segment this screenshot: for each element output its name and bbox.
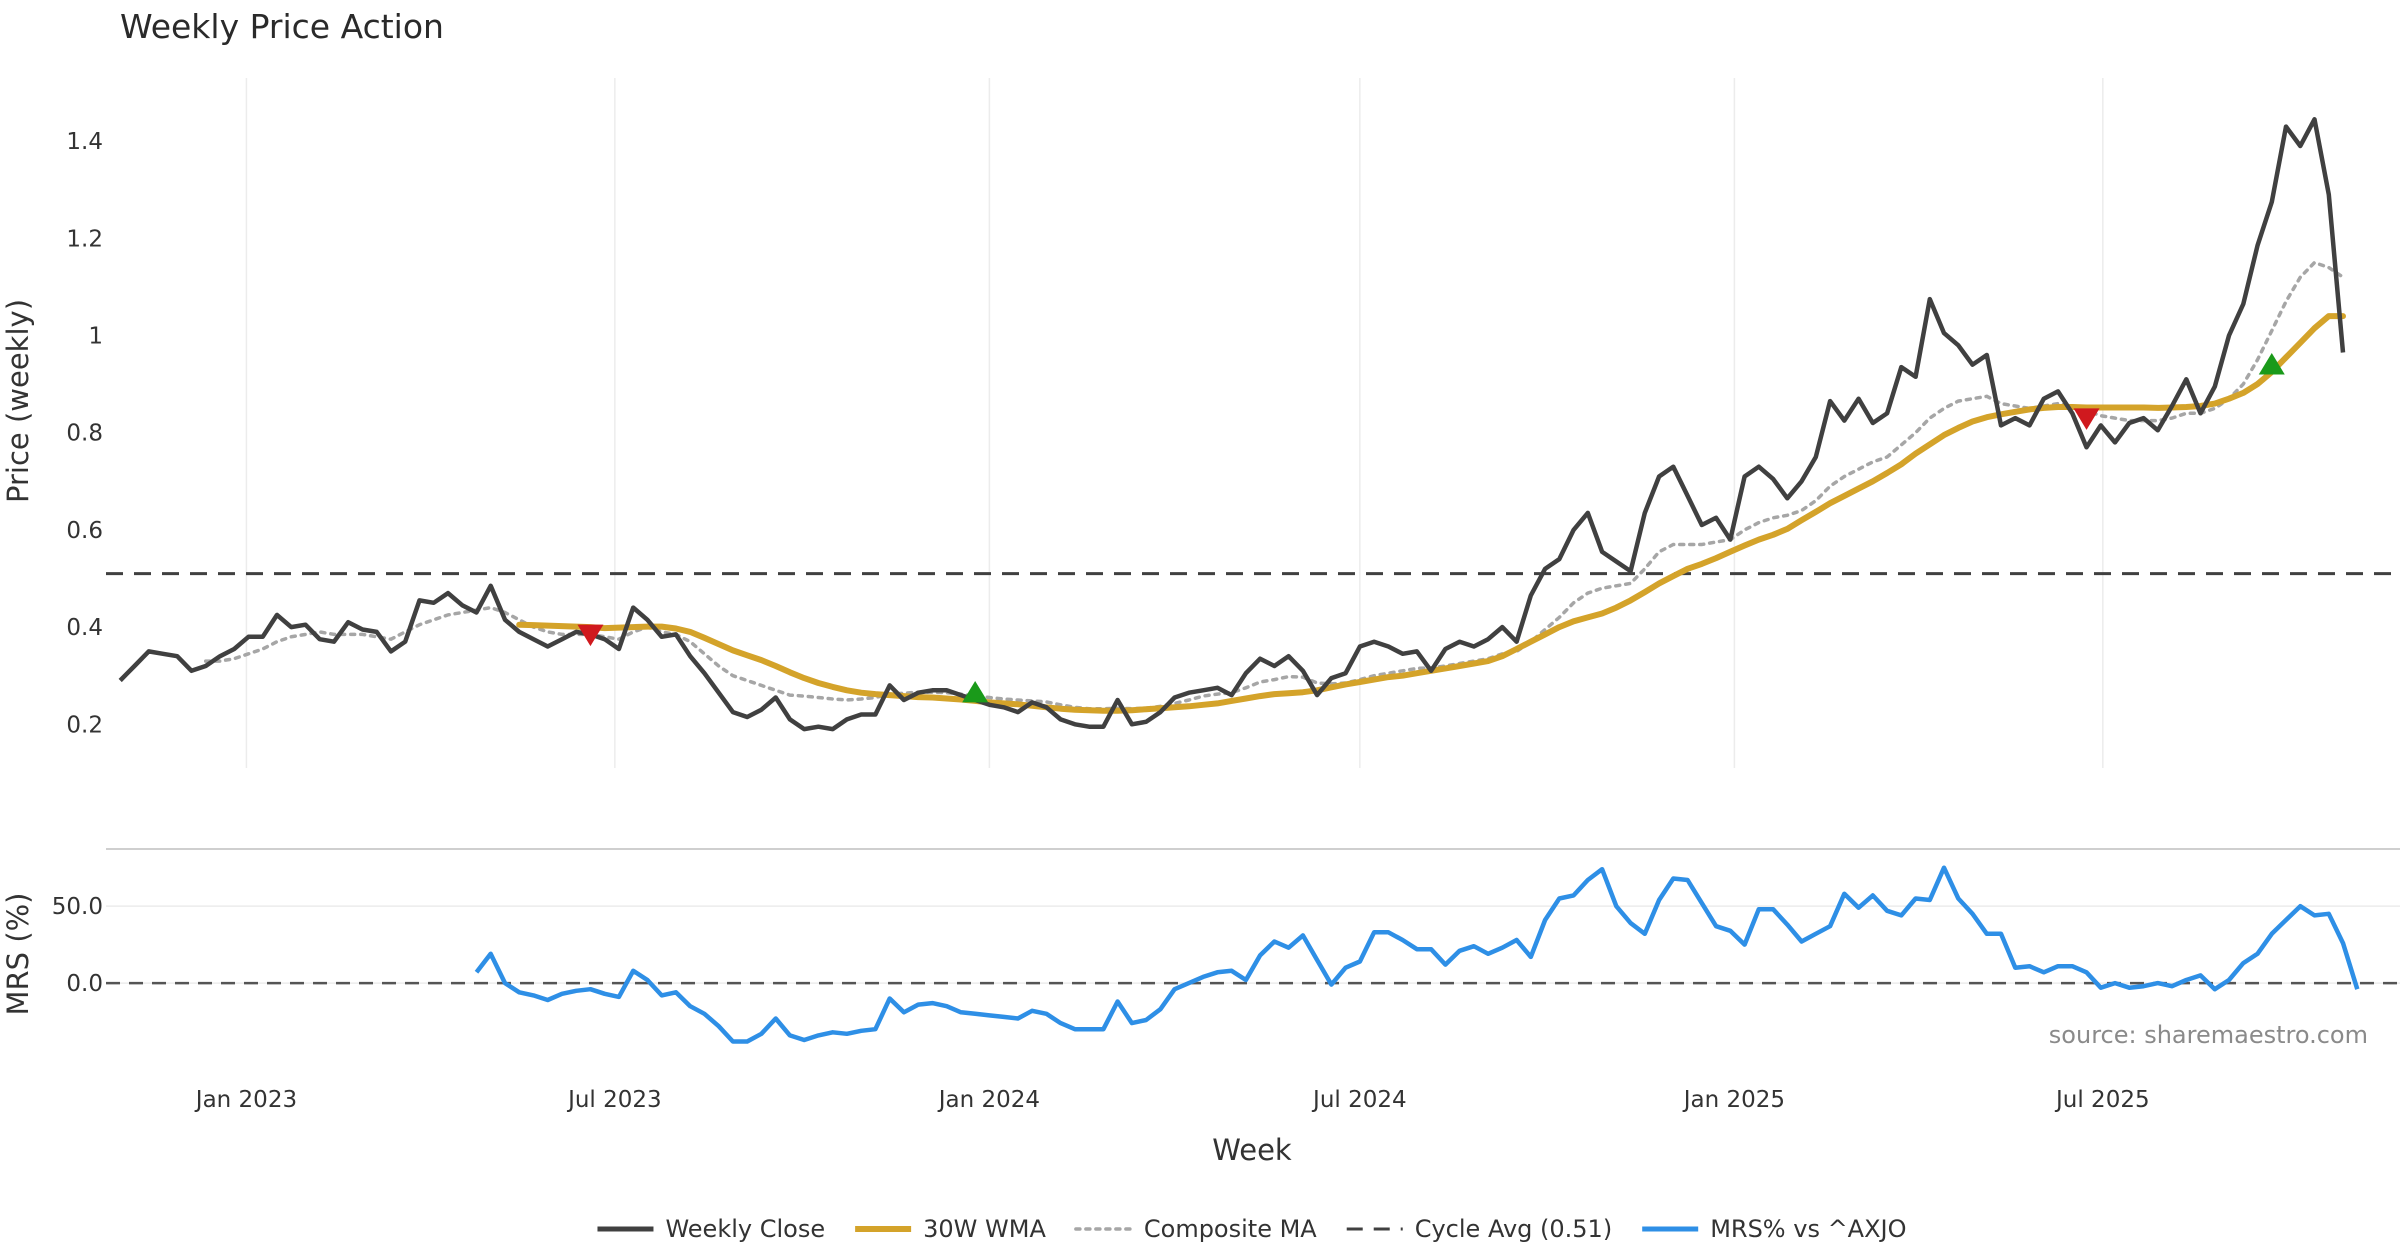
price-y-tick-label: 0.2 [66,712,103,738]
legend-item: Composite MA [1074,1215,1317,1243]
x-axis-label: Week [1212,1133,1292,1167]
x-tick-label: Jan 2025 [1682,1087,1785,1113]
legend-item: MRS% vs ^AXJO [1642,1215,1907,1243]
legend-label: MRS% vs ^AXJO [1710,1215,1906,1243]
source-credit: source: sharemaestro.com [2049,1021,2368,1049]
chart-title: Weekly Price Action [120,7,444,46]
legend-label: Composite MA [1144,1215,1317,1243]
price-y-tick-label: 1 [88,324,103,350]
x-tick-label: Jan 2023 [194,1087,297,1113]
price-series-group [106,117,2400,732]
mrs-y-tick-label: 0.0 [66,971,103,997]
price-y-tick-label: 1.2 [66,226,103,252]
price-y-ticks: 0.2 0.4 0.6 0.8 1 1.2 1.4 [66,129,103,738]
mrs-gridlines [106,905,2400,985]
price-y-tick-label: 0.6 [66,518,103,544]
legend-item: Cycle Avg (0.51) [1346,1215,1612,1243]
buy-signal-marker [2258,352,2285,375]
x-tick-label: Jul 2025 [2054,1087,2150,1113]
price-y-tick-label: 0.8 [66,421,103,447]
sell-signal-marker [577,624,604,647]
price-y-tick-label: 1.4 [66,129,103,155]
price-gridlines [245,78,2104,768]
x-tick-label: Jul 2023 [566,1087,662,1113]
price-y-axis-label: Price (weekly) [1,299,35,503]
composite-ma-line [203,260,2345,711]
legend-label: 30W WMA [923,1215,1046,1243]
mrs-series-group [474,865,2360,1044]
weekly-close-line [118,117,2346,732]
mrs-line [474,865,2360,1044]
x-tick-label: Jul 2024 [1311,1087,1407,1113]
mrs-y-axis-label: MRS (%) [1,893,35,1016]
x-tick-label: Jan 2024 [937,1087,1040,1113]
sell-signal-marker [2073,408,2100,430]
signal-markers [577,352,2285,703]
mrs-y-ticks: 0.0 50.0 [52,894,103,997]
legend-label: Cycle Avg (0.51) [1415,1215,1612,1243]
mrs-y-tick-label: 50.0 [52,894,103,920]
x-axis-ticks: Jan 2023 Jul 2023 Jan 2024 Jul 2024 Jan 2025… [194,1087,2150,1113]
legend-item: Weekly Close [597,1215,825,1243]
legend-label: Weekly Close [665,1215,825,1243]
price-y-tick-label: 0.4 [66,615,103,641]
buy-signal-marker [962,680,989,703]
legend: Weekly Close 30W WMA Composite MA Cycle Avg… [597,1215,1907,1243]
legend-item: 30W WMA [855,1215,1046,1243]
